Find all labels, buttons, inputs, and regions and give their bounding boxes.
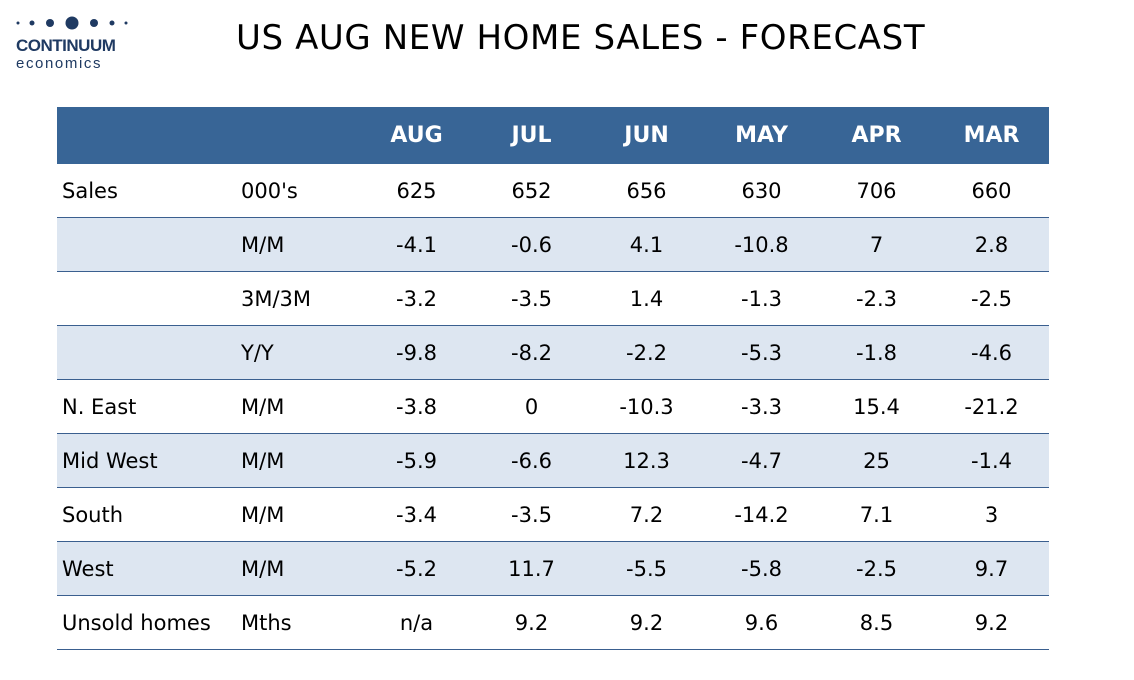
row-unit: 3M/3M	[235, 271, 359, 326]
value-cell: -3.5	[474, 487, 589, 542]
value-cell: -5.5	[589, 541, 704, 596]
value-cell: -4.1	[359, 217, 474, 272]
row-label: West	[57, 541, 235, 596]
header-cell-aug: AUG	[359, 107, 474, 164]
value-cell: -6.6	[474, 433, 589, 488]
page-title: US AUG NEW HOME SALES - FORECAST	[236, 18, 926, 58]
row-label	[57, 325, 235, 380]
value-cell: 706	[819, 164, 934, 218]
value-cell: 660	[934, 164, 1049, 218]
value-cell: 652	[474, 164, 589, 218]
value-cell: 15.4	[819, 379, 934, 434]
value-cell: -2.5	[819, 541, 934, 596]
header-cell-may: MAY	[704, 107, 819, 164]
value-cell: 9.2	[934, 595, 1049, 650]
value-cell: -2.5	[934, 271, 1049, 326]
value-cell: -0.6	[474, 217, 589, 272]
value-cell: 656	[589, 164, 704, 218]
value-cell: 11.7	[474, 541, 589, 596]
value-cell: -1.8	[819, 325, 934, 380]
logo-wordmark: CONTINUUM	[16, 36, 116, 55]
row-label: N. East	[57, 379, 235, 434]
header-cell-unit	[235, 107, 359, 164]
value-cell: -3.2	[359, 271, 474, 326]
value-cell: 12.3	[589, 433, 704, 488]
value-cell: 0	[474, 379, 589, 434]
table-row: Y/Y -9.8 -8.2 -2.2 -5.3 -1.8 -4.6	[57, 325, 1049, 380]
value-cell: -4.6	[934, 325, 1049, 380]
row-unit: Y/Y	[235, 325, 359, 380]
header-cell-label	[57, 107, 235, 164]
value-cell: -5.9	[359, 433, 474, 488]
row-unit: M/M	[235, 379, 359, 434]
table-row: Sales 000's 625 652 656 630 706 660	[57, 164, 1049, 218]
value-cell: 7.2	[589, 487, 704, 542]
value-cell: -3.3	[704, 379, 819, 434]
value-cell: 8.5	[819, 595, 934, 650]
value-cell: 9.2	[589, 595, 704, 650]
value-cell: 9.7	[934, 541, 1049, 596]
header-cell-jul: JUL	[474, 107, 589, 164]
value-cell: -4.7	[704, 433, 819, 488]
row-label: South	[57, 487, 235, 542]
value-cell: -9.8	[359, 325, 474, 380]
value-cell: -5.3	[704, 325, 819, 380]
logo-dots-icon	[16, 16, 128, 30]
table-row: Unsold homes Mths n/a 9.2 9.2 9.6 8.5 9.2	[57, 595, 1049, 650]
value-cell: -2.2	[589, 325, 704, 380]
value-cell: 9.6	[704, 595, 819, 650]
value-cell: 630	[704, 164, 819, 218]
value-cell: -21.2	[934, 379, 1049, 434]
table-row: 3M/3M -3.2 -3.5 1.4 -1.3 -2.3 -2.5	[57, 271, 1049, 326]
table-row: Mid West M/M -5.9 -6.6 12.3 -4.7 25 -1.4	[57, 433, 1049, 488]
row-unit: M/M	[235, 217, 359, 272]
value-cell: 25	[819, 433, 934, 488]
row-unit: M/M	[235, 433, 359, 488]
row-unit: 000's	[235, 164, 359, 218]
value-cell: 9.2	[474, 595, 589, 650]
value-cell: -5.8	[704, 541, 819, 596]
value-cell: -10.8	[704, 217, 819, 272]
row-label	[57, 271, 235, 326]
header-cell-jun: JUN	[589, 107, 704, 164]
value-cell: -10.3	[589, 379, 704, 434]
header-cell-mar: MAR	[934, 107, 1049, 164]
forecast-table: AUG JUL JUN MAY APR MAR Sales 000's 625 652…	[57, 107, 1049, 650]
value-cell: -8.2	[474, 325, 589, 380]
value-cell: -14.2	[704, 487, 819, 542]
value-cell: 625	[359, 164, 474, 218]
continuum-logo: CONTINUUM economics	[14, 16, 134, 76]
value-cell: 7.1	[819, 487, 934, 542]
value-cell: -5.2	[359, 541, 474, 596]
row-label: Sales	[57, 164, 235, 218]
value-cell: -1.4	[934, 433, 1049, 488]
value-cell: 2.8	[934, 217, 1049, 272]
value-cell: -1.3	[704, 271, 819, 326]
row-unit: Mths	[235, 595, 359, 650]
table-row: South M/M -3.4 -3.5 7.2 -14.2 7.1 3	[57, 487, 1049, 542]
value-cell: -3.8	[359, 379, 474, 434]
row-unit: M/M	[235, 487, 359, 542]
header-cell-apr: APR	[819, 107, 934, 164]
value-cell: n/a	[359, 595, 474, 650]
row-unit: M/M	[235, 541, 359, 596]
table-row: N. East M/M -3.8 0 -10.3 -3.3 15.4 -21.2	[57, 379, 1049, 434]
logo-subtitle: economics	[16, 55, 103, 72]
value-cell: 3	[934, 487, 1049, 542]
table-row: M/M -4.1 -0.6 4.1 -10.8 7 2.8	[57, 217, 1049, 272]
value-cell: 7	[819, 217, 934, 272]
value-cell: 4.1	[589, 217, 704, 272]
row-label: Unsold homes	[57, 595, 235, 650]
value-cell: 1.4	[589, 271, 704, 326]
value-cell: -2.3	[819, 271, 934, 326]
table-body: Sales 000's 625 652 656 630 706 660 M/M -4.1 -0.6 4…	[57, 164, 1049, 650]
value-cell: -3.5	[474, 271, 589, 326]
value-cell: -3.4	[359, 487, 474, 542]
row-label	[57, 217, 235, 272]
table-header-row: AUG JUL JUN MAY APR MAR	[57, 107, 1049, 164]
table-row: West M/M -5.2 11.7 -5.5 -5.8 -2.5 9.7	[57, 541, 1049, 596]
row-label: Mid West	[57, 433, 235, 488]
